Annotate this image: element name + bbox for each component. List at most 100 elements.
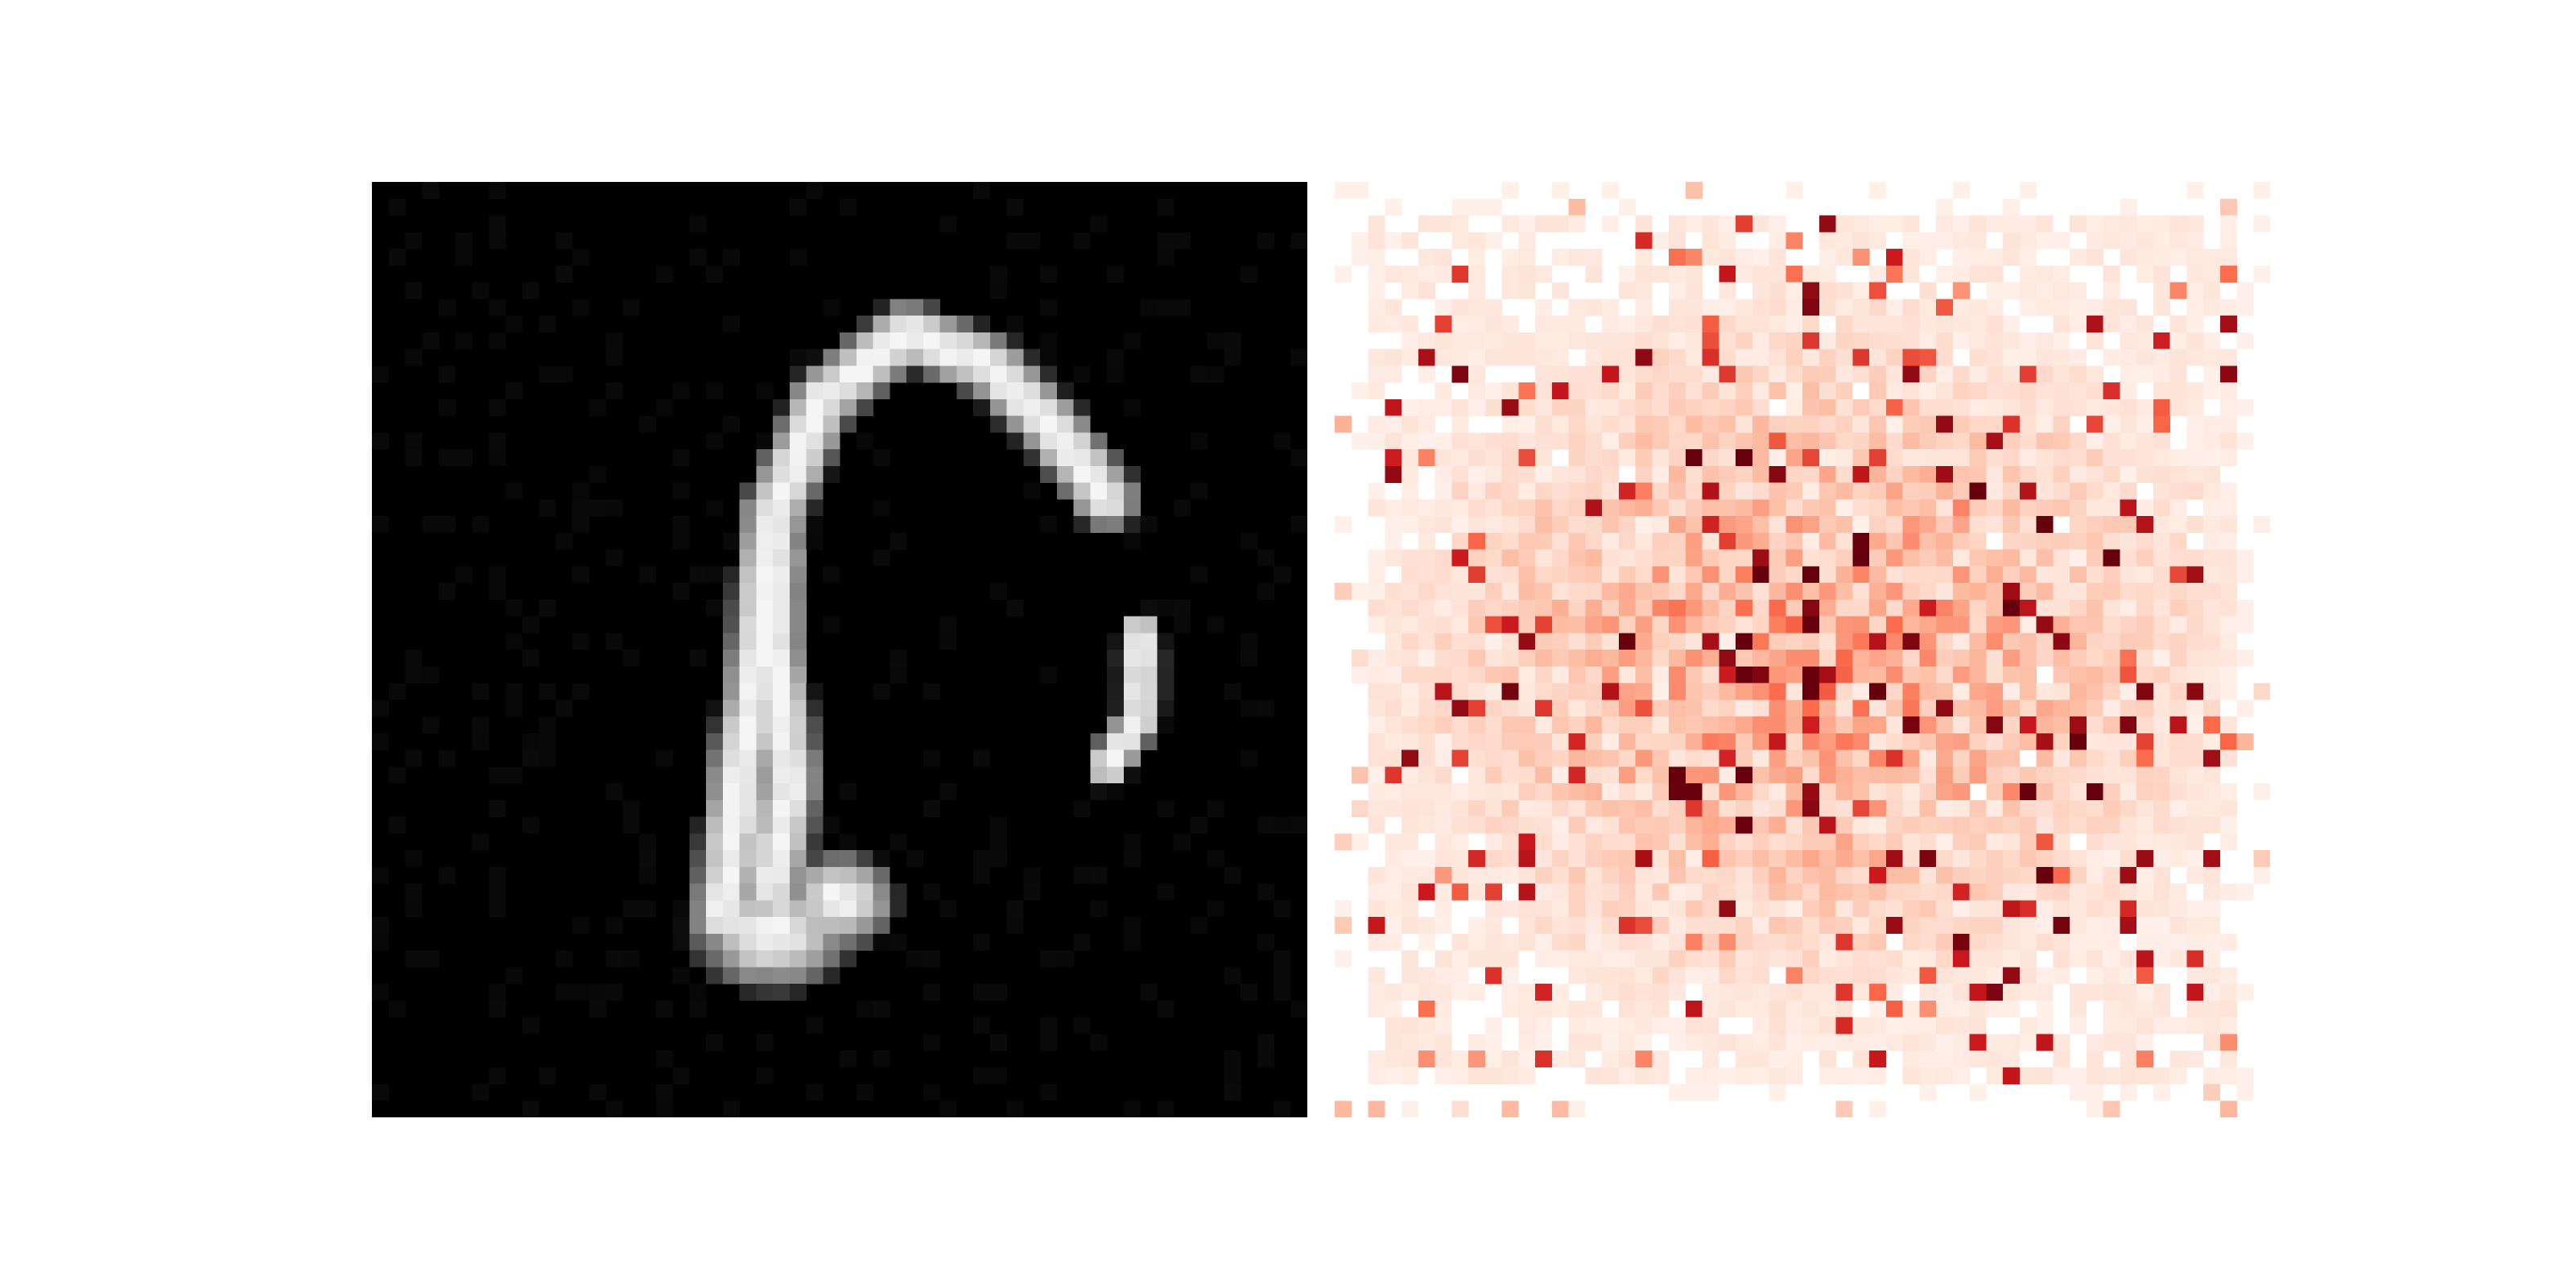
image-pixel <box>923 749 940 767</box>
image-pixel <box>455 332 473 349</box>
heatmap-cell <box>1685 1034 1703 1051</box>
heatmap-cell <box>2103 583 2120 601</box>
heatmap-cell <box>2003 1067 2021 1084</box>
heatmap-cell <box>1435 749 1452 767</box>
heatmap-cell <box>2070 733 2087 750</box>
heatmap-cell <box>2086 700 2103 717</box>
heatmap-cell <box>1852 749 1870 767</box>
heatmap-cell <box>1785 1051 1803 1068</box>
heatmap-cell <box>1785 650 1803 667</box>
heatmap-cell <box>1501 349 1519 366</box>
heatmap-cell <box>1402 967 1419 985</box>
heatmap-cell <box>2003 332 2021 349</box>
heatmap-cell <box>2019 716 2037 734</box>
heatmap-cell <box>2219 549 2237 567</box>
heatmap-cell <box>1451 866 1469 884</box>
heatmap-cell <box>1669 583 1686 601</box>
heatmap-cell <box>1652 883 1670 901</box>
heatmap-cell <box>1702 917 1719 935</box>
heatmap-cell <box>2103 700 2120 717</box>
heatmap-cell <box>1736 566 1753 584</box>
image-pixel <box>1274 566 1291 584</box>
image-pixel <box>689 984 707 1001</box>
image-pixel <box>773 733 791 750</box>
image-pixel <box>773 900 791 918</box>
heatmap-cell <box>1501 716 1519 734</box>
image-pixel <box>489 866 506 884</box>
heatmap-cell <box>1869 349 1887 366</box>
heatmap-cell <box>1702 316 1719 333</box>
heatmap-cell <box>1652 984 1670 1001</box>
heatmap-cell <box>1885 1000 1903 1018</box>
image-pixel <box>572 633 590 650</box>
image-pixel <box>840 883 857 901</box>
heatmap-cell <box>1602 382 1620 400</box>
heatmap-cell <box>1501 1067 1519 1084</box>
heatmap-cell <box>1402 666 1419 683</box>
image-pixel <box>789 365 807 383</box>
heatmap-cell <box>1468 549 1486 567</box>
heatmap-cell <box>1435 917 1452 935</box>
heatmap-cell <box>1368 232 1385 250</box>
heatmap-cell <box>2003 984 2021 1001</box>
heatmap-cell <box>1919 933 1937 951</box>
heatmap-cell <box>1769 465 1786 483</box>
heatmap-cell <box>1518 700 1536 717</box>
heatmap-cell <box>2003 198 2021 216</box>
image-pixel <box>522 1017 539 1034</box>
heatmap-cell <box>2070 1084 2087 1101</box>
heatmap-cell <box>1484 465 1502 483</box>
image-pixel <box>605 332 623 349</box>
heatmap-cell <box>1551 900 1569 918</box>
image-pixel <box>1157 232 1174 250</box>
image-pixel <box>588 398 606 416</box>
heatmap-cell <box>1635 566 1653 584</box>
heatmap-cell <box>1785 349 1803 366</box>
image-pixel <box>1157 883 1174 901</box>
heatmap-cell <box>1468 265 1486 283</box>
heatmap-cell <box>1835 365 1853 383</box>
heatmap-cell <box>2186 950 2204 968</box>
heatmap-cell <box>1702 465 1719 483</box>
heatmap-cell <box>1468 1051 1486 1068</box>
image-pixel <box>1274 900 1291 918</box>
heatmap-cell <box>1618 532 1636 550</box>
heatmap-cell <box>1936 499 1954 517</box>
heatmap-cell <box>1719 332 1736 349</box>
heatmap-cell <box>2203 1034 2221 1051</box>
heatmap-cell <box>2070 516 2087 534</box>
heatmap-cell <box>1652 700 1670 717</box>
heatmap-cell <box>1568 666 1586 683</box>
heatmap-cell <box>2203 666 2221 683</box>
heatmap-cell <box>1986 967 2004 985</box>
heatmap-cell <box>1936 1000 1954 1018</box>
heatmap-cell <box>2153 1000 2170 1018</box>
heatmap-cell <box>1385 833 1402 851</box>
heatmap-cell <box>2103 265 2120 283</box>
heatmap-cell <box>2086 316 2103 333</box>
image-pixel <box>1241 532 1258 550</box>
heatmap-cell <box>1702 616 1719 634</box>
image-pixel <box>1257 933 1274 951</box>
heatmap-cell <box>2186 866 2204 884</box>
image-pixel <box>840 382 857 400</box>
image-pixel <box>1157 249 1174 266</box>
heatmap-cell <box>1736 1034 1753 1051</box>
heatmap-cell <box>1769 499 1786 517</box>
heatmap-cell <box>2070 633 2087 650</box>
image-pixel <box>1224 866 1241 884</box>
heatmap-cell <box>2169 249 2187 266</box>
heatmap-cell <box>1802 499 1820 517</box>
heatmap-cell <box>2186 933 2204 951</box>
heatmap-cell <box>1885 733 1903 750</box>
heatmap-cell <box>1602 583 1620 601</box>
heatmap-cell <box>1852 666 1870 683</box>
image-pixel <box>622 950 640 968</box>
heatmap-cell <box>1585 666 1603 683</box>
heatmap-cell <box>1936 482 1954 500</box>
heatmap-cell <box>1468 232 1486 250</box>
image-pixel <box>823 465 840 483</box>
heatmap-cell <box>1685 249 1703 266</box>
image-pixel <box>455 249 473 266</box>
heatmap-cell <box>1785 599 1803 617</box>
